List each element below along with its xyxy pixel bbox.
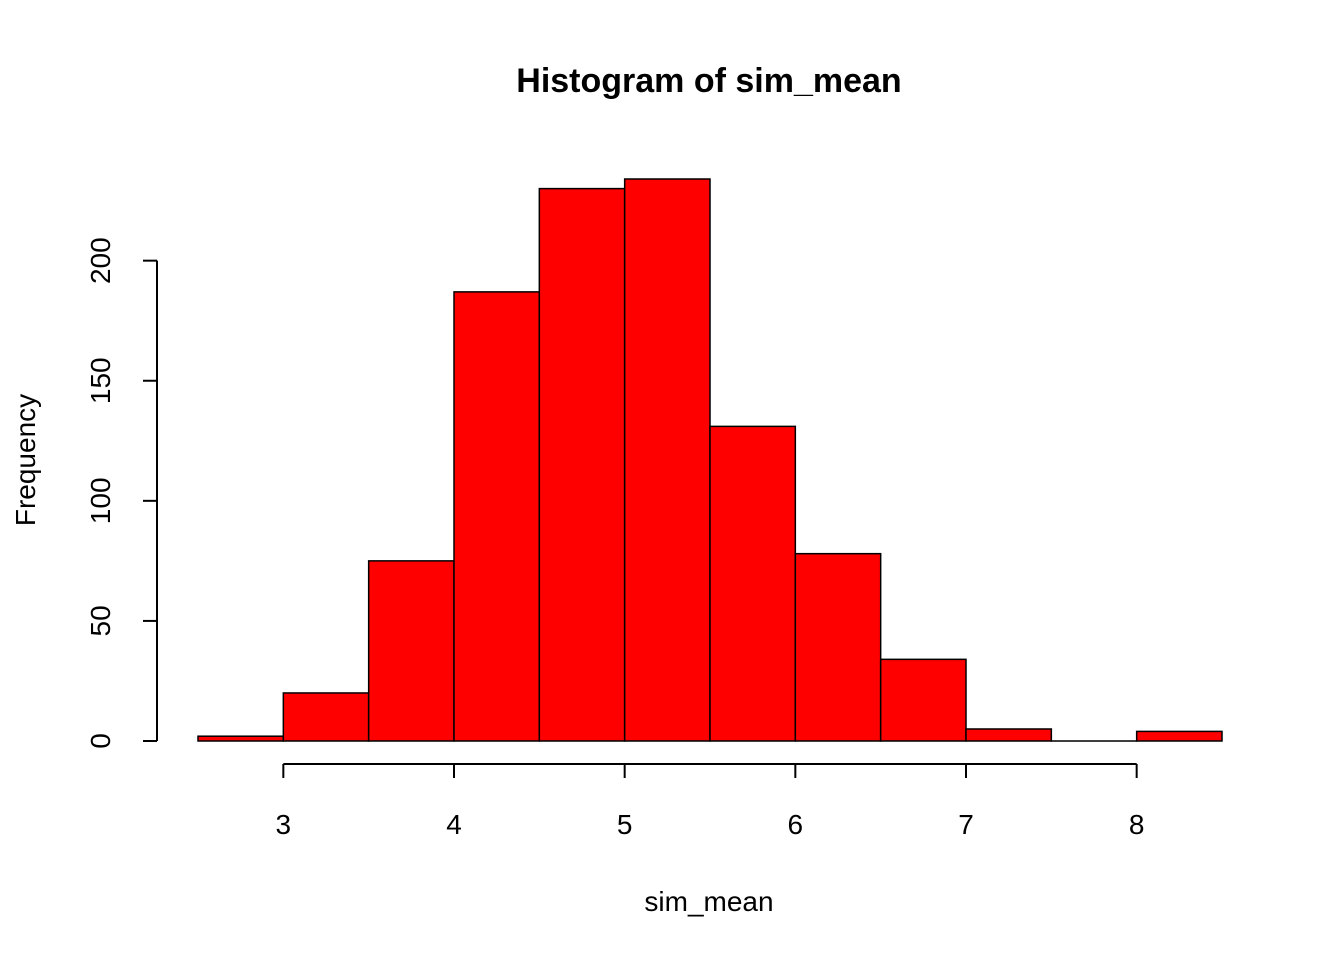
histogram-bar — [623, 178, 711, 742]
histogram-bar — [367, 560, 455, 742]
y-tick-label: 0 — [85, 733, 116, 749]
x-axis: 3 4 5 6 7 8 — [276, 763, 1145, 840]
x-tick-label: 6 — [788, 809, 804, 840]
y-axis-label: Frequency — [10, 394, 41, 526]
histogram-bar — [538, 187, 626, 742]
y-tick-label: 50 — [85, 605, 116, 636]
y-axis: 0 50 100 150 200 — [85, 237, 158, 749]
x-axis-label: sim_mean — [644, 886, 773, 917]
y-tick-label: 200 — [85, 237, 116, 284]
chart-title: Histogram of sim_mean — [516, 62, 901, 100]
histogram-bar — [1135, 730, 1223, 742]
histogram-bar — [197, 735, 285, 742]
histogram-bar — [453, 291, 541, 742]
y-tick-label: 150 — [85, 357, 116, 404]
histogram-bar — [282, 692, 370, 742]
histogram-bar — [879, 658, 967, 742]
y-tick-label: 100 — [85, 477, 116, 524]
histogram-bar — [709, 425, 797, 742]
x-tick-label: 3 — [276, 809, 292, 840]
histogram-bar — [794, 552, 882, 742]
x-tick-label: 4 — [446, 809, 462, 840]
bars-group — [197, 178, 1223, 742]
x-tick-label: 5 — [617, 809, 633, 840]
x-tick-label: 8 — [1129, 809, 1145, 840]
histogram-bar — [965, 728, 1053, 742]
x-tick-label: 7 — [958, 809, 974, 840]
